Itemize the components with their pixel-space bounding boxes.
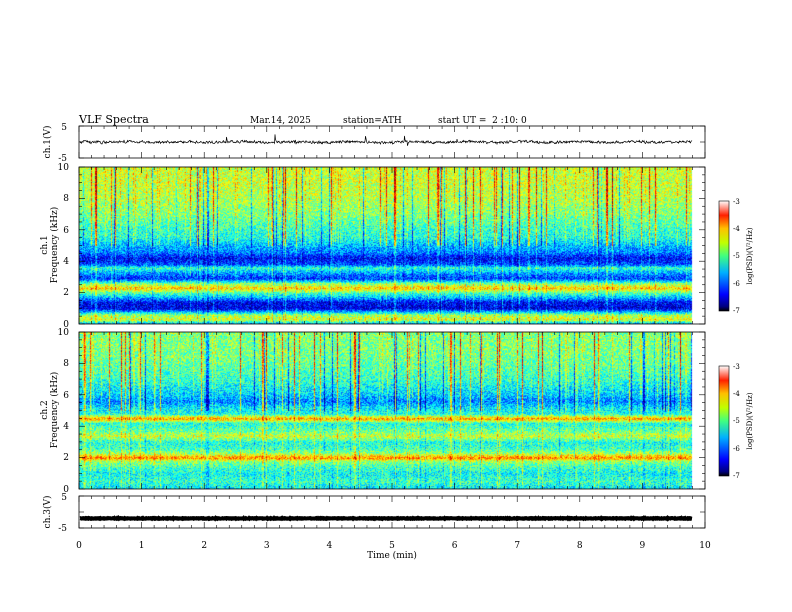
ch1-freq-tick-10: 10: [58, 163, 70, 173]
ch2-cbar-tick-6: -6: [733, 445, 740, 453]
ch2-spectrogram-panel: 0 2 4 6 8 10 ch.2 Frequency (kHz): [40, 328, 706, 495]
ch2-freq-tick-10: 10: [58, 328, 70, 338]
time-tick-label: 9: [640, 541, 646, 551]
ch3-waveform-ticks: [78, 495, 706, 529]
ch2-cbar-tick-5: -5: [733, 417, 740, 425]
ch1-spectrogram-panel: 0 2 4 6 8 10 ch.1 Frequency (kHz): [40, 163, 706, 330]
ch2-freq-tick-6: 6: [63, 391, 69, 401]
ch2-cbar-tick-4: -4: [733, 390, 740, 398]
ch2-cbar-tick-7: -7: [733, 472, 740, 480]
figure-title: VLF Spectra: [78, 113, 149, 126]
ch1-freq-tick-2: 2: [63, 288, 69, 298]
ch2-cbar-tick-3: -3: [733, 363, 740, 371]
ch2-colorbar-gradient: [718, 365, 730, 477]
ch1-cbar-tick-6: -6: [733, 280, 740, 288]
ch1-cbar-tick-3: -3: [733, 198, 740, 206]
ch1-cbar-tick-5: -5: [733, 252, 740, 260]
ch2-colorbar: -3 -4 -5 -6 -7 log(PSD)(V²/Hz): [718, 363, 754, 480]
time-tick-label: 2: [201, 541, 207, 551]
ch3-waveform-panel: 5 -5 ch.3(V): [42, 493, 706, 534]
time-tick-label: 8: [577, 541, 583, 551]
ch1-channel-label: ch.1: [40, 235, 50, 254]
time-axis: 0 1 2 3 4 5 6 7 8 9 10: [76, 541, 711, 551]
ch3-waveform-ylabel: ch.3(V): [42, 496, 53, 529]
time-tick-label: 10: [699, 541, 711, 551]
start-ut-label: start UT = 2 :10: 0: [438, 116, 527, 126]
ch2-freq-tick-4: 4: [63, 422, 69, 432]
station-label: station=ATH: [343, 116, 402, 126]
ch1-colorbar: -3 -4 -5 -6 -7 log(PSD)(V²/Hz): [718, 198, 754, 315]
ch1-frequency-ylabel: Frequency (kHz): [49, 207, 60, 284]
time-tick-label: 5: [389, 541, 395, 551]
ch3-ytick-bottom: -5: [58, 524, 67, 534]
ch2-colorbar-label: log(PSD)(V²/Hz): [746, 392, 754, 449]
ch2-channel-label: ch.2: [40, 400, 50, 419]
ch1-colorbar-gradient: [718, 200, 730, 312]
ch1-cbar-tick-4: -4: [733, 225, 740, 233]
ch1-spectrogram-ticks: [78, 166, 706, 325]
time-tick-label: 0: [76, 541, 82, 551]
time-tick-label: 6: [452, 541, 458, 551]
ch2-freq-ticklabels: 0 2 4 6 8 10: [58, 328, 70, 495]
ch1-colorbar-label: log(PSD)(V²/Hz): [746, 227, 754, 284]
ch1-spectrogram-image: [79, 167, 705, 324]
ch1-freq-tick-4: 4: [63, 257, 69, 267]
ch1-waveform-ylabel: ch.1(V): [42, 126, 53, 159]
ch1-cbar-tick-7: -7: [733, 307, 740, 315]
time-tick-label: 1: [139, 541, 145, 551]
ch3-waveform-line: [79, 515, 693, 522]
ch2-frequency-ylabel: Frequency (kHz): [49, 372, 60, 449]
time-axis-label: Time (min): [367, 550, 417, 561]
ch1-waveform-ticks: [78, 125, 706, 159]
ch1-ytick-bottom: -5: [58, 154, 67, 164]
ch1-freq-tick-6: 6: [63, 226, 69, 236]
time-tick-label: 7: [514, 541, 520, 551]
ch1-freq-ticklabels: 0 2 4 6 8 10: [58, 163, 70, 330]
date-label: Mar.14, 2025: [250, 116, 311, 126]
time-tick-label: 4: [327, 541, 333, 551]
ch2-freq-tick-0: 0: [63, 485, 69, 495]
ch2-freq-tick-8: 8: [63, 359, 69, 369]
ch2-spectrogram-image: [79, 332, 705, 489]
ch2-freq-tick-2: 2: [63, 453, 69, 463]
ch1-freq-tick-0: 0: [63, 320, 69, 330]
ch1-waveform-line: [79, 134, 693, 146]
ch1-freq-tick-8: 8: [63, 194, 69, 204]
ch2-spectrogram-ticks: [78, 331, 706, 490]
ch1-ytick-top: 5: [61, 123, 67, 133]
ch1-waveform-panel: 5 -5 ch.1(V): [42, 123, 706, 164]
time-tick-label: 3: [264, 541, 270, 551]
ch3-ytick-top: 5: [61, 493, 67, 503]
